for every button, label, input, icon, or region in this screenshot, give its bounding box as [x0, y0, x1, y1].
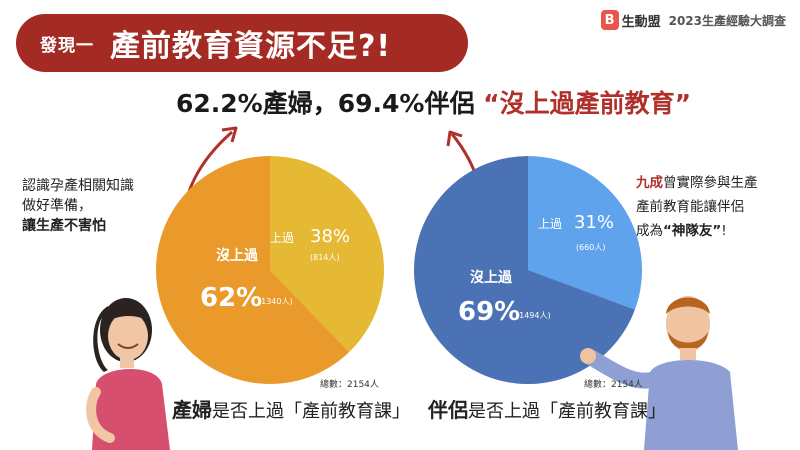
pie-slice-attended [270, 156, 384, 353]
brand-name: 生動盟 [621, 14, 661, 30]
caption-partners: 伴侶是否上過「產前教育課」 [428, 394, 666, 423]
brand: B 生動盟 2023生產經驗大調查 [600, 10, 786, 30]
left-note-line2: 做好準備， [22, 198, 92, 214]
right-note-line2: 產前教育能讓伴侶 [636, 199, 744, 215]
left-note-line1: 認識孕產相關知識 [22, 178, 134, 194]
slice-count: (814人) [310, 253, 340, 262]
left-note-line3: 讓生產不害怕 [22, 218, 106, 234]
caption-mothers-strong: 產婦 [172, 398, 212, 422]
pie-slice-attended [528, 156, 643, 310]
slice-percent: 31% [574, 212, 614, 233]
headline: 62.2%產婦，69.4%伴侶 “沒上過產前教育” [176, 84, 796, 120]
headline-main: 62.2%產婦，69.4%伴侶 [176, 89, 484, 118]
right-note-line3-pre: 成為 [636, 223, 663, 239]
caption-partners-strong: 伴侶 [428, 398, 468, 422]
right-note-line1: 九成曾實際參與生產 [636, 171, 758, 195]
page-title: 產前教育資源不足?! [110, 29, 392, 64]
pie-slice-not-attended [414, 156, 635, 385]
right-note-line1-rest: 曾實際參與生產 [663, 175, 758, 191]
slice-percent: 69% [458, 297, 520, 327]
slice-label: 上過 [538, 217, 562, 231]
caption-partners-rest: 是否上過「產前教育課」 [468, 401, 666, 422]
total-partners: 總數：2154人 [584, 380, 643, 390]
slice-count: (1494人) [516, 311, 551, 320]
right-note: 九成曾實際參與生產 產前教育能讓伴侶 成為“神隊友”! [636, 171, 758, 243]
brand-logo: B 生動盟 [600, 10, 661, 30]
slice-label: 沒上過 [470, 269, 513, 286]
right-note-line3-post: ! [721, 223, 727, 239]
left-note: 認識孕產相關知識 做好準備， 讓生產不害怕 [22, 176, 134, 236]
total-mothers: 總數：2154人 [320, 380, 379, 390]
slice-count: (660人) [576, 243, 606, 252]
slice-percent: 38% [310, 226, 350, 247]
caption-mothers-rest: 是否上過「產前教育課」 [212, 401, 410, 422]
right-note-line3: 成為“神隊友”! [636, 219, 758, 243]
slice-percent: 62% [200, 283, 262, 313]
brand-tagline: 2023生產經驗大調查 [668, 13, 786, 28]
title-kicker: 發現一 [40, 35, 94, 56]
brand-logo-icon: B [600, 10, 619, 30]
slice-label: 沒上過 [216, 247, 259, 264]
pie-chart-partners: 上過 31% (660人) 沒上過 69%(1494人) [414, 156, 643, 385]
slice-label: 上過 [270, 231, 294, 245]
right-note-emph: 九成 [636, 175, 663, 191]
pie-slice-not-attended [155, 156, 350, 384]
title-banner: 發現一 產前教育資源不足?! [16, 14, 468, 72]
slice-count: (1340人) [258, 297, 293, 306]
right-note-line3-strong: “神隊友” [663, 223, 722, 239]
caption-mothers: 產婦是否上過「產前教育課」 [172, 394, 410, 423]
woman-illustration [86, 298, 170, 450]
headline-quote: “沒上過產前教育” [483, 89, 692, 118]
man-illustration [580, 296, 738, 450]
pie-chart-mothers: 上過 38% (814人) 沒上過 62%(1340人) [155, 156, 384, 384]
